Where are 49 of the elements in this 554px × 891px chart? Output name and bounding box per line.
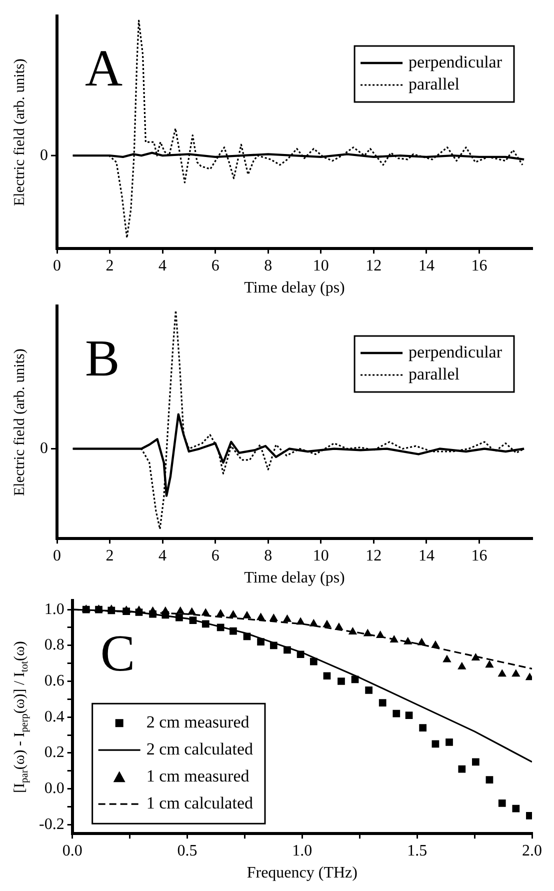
legend-label: 2 cm calculated	[146, 740, 254, 759]
x-tick-label: 12	[366, 547, 382, 564]
x-tick-label: 10	[312, 257, 329, 274]
annotation: A	[85, 40, 123, 98]
x-axis-title: Frequency (THz)	[246, 864, 358, 882]
annotation: B	[85, 330, 120, 388]
text: 0	[40, 440, 48, 457]
x-tick-label: 8	[264, 547, 272, 564]
legend-label: perpendicular	[408, 52, 502, 72]
x-tick-label: 2	[106, 547, 114, 564]
x-tick-label: 1.5	[407, 842, 428, 860]
legend-label: 2 cm measured	[146, 712, 250, 732]
y-axis-title: Electric field (arb. units)	[12, 58, 28, 206]
annotation: C	[100, 625, 136, 682]
x-tick-label: 4	[158, 257, 167, 274]
x-tick-label: 14	[418, 547, 434, 564]
y-tick-label: 0.0	[44, 780, 64, 797]
x-tick-label: 6	[211, 547, 220, 564]
y-tick-label: 1.0	[44, 600, 64, 618]
y-tick-label: -0.2	[39, 816, 64, 833]
x-tick-label: 2	[106, 257, 114, 274]
y-axis-title: Electric field (arb. units)	[12, 348, 28, 496]
x-tick-label: 16	[471, 257, 488, 274]
legend-label: perpendicular	[408, 342, 502, 362]
x-tick-label: 4	[158, 547, 167, 564]
x-axis-title: Time delay (ps)	[244, 570, 345, 587]
x-tick-label: 0.0	[62, 842, 82, 860]
y-tick-label: 0.8	[44, 636, 64, 654]
legend-label: parallel	[408, 364, 460, 384]
x-tick-label: 6	[211, 257, 220, 274]
x-tick-label: 0	[53, 257, 61, 274]
legend-label: 1 cm measured	[146, 766, 250, 786]
x-axis-title: Time delay (ps)	[244, 280, 345, 297]
x-tick-label: 0	[53, 547, 61, 564]
y-tick-label: 0.6	[44, 672, 64, 690]
x-tick-label: 12	[366, 257, 382, 274]
x-tick-label: 2.0	[522, 842, 542, 860]
x-tick-label: 10	[312, 547, 329, 564]
y-tick-label: 0.2	[44, 744, 64, 762]
x-tick-label: 16	[471, 547, 488, 564]
y-axis-title: [Ipar(ω) - Iperp(ω)] / Itot(ω)	[12, 641, 30, 794]
legend-label: parallel	[408, 74, 460, 94]
text: 0	[40, 146, 48, 164]
y-tick-label: 0.4	[44, 708, 64, 726]
x-tick-label: 0.5	[177, 842, 198, 860]
legend-label: 1 cm calculated	[146, 794, 254, 813]
x-tick-label: 14	[418, 257, 434, 274]
x-tick-label: 1.0	[292, 842, 312, 860]
x-tick-label: 8	[264, 257, 272, 274]
